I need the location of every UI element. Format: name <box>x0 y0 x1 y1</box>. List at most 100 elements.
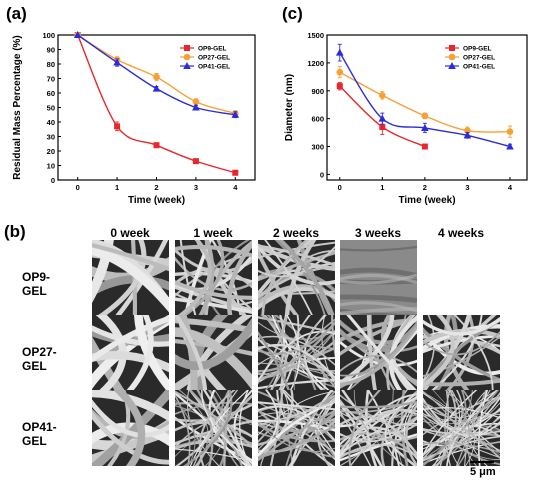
sem-fiber <box>208 390 249 466</box>
sem-column-header: 2 weeks <box>272 226 320 240</box>
sem-image-tile <box>258 315 335 391</box>
sem-fiber <box>258 243 335 286</box>
x-tick-label: 1 <box>380 183 384 192</box>
sem-fiber <box>271 315 331 391</box>
x-tick-label: 4 <box>233 183 238 192</box>
data-point <box>336 68 344 76</box>
sem-fiber <box>92 422 169 447</box>
sem-fiber <box>258 338 335 375</box>
sem-fiber <box>175 244 252 258</box>
sem-fiber <box>180 240 225 316</box>
sem-fiber <box>258 244 335 267</box>
sem-fiber <box>348 390 382 466</box>
sem-fiber <box>269 390 284 466</box>
sem-fiber <box>175 315 208 391</box>
sem-fiber <box>423 429 500 462</box>
sem-fiber <box>340 322 417 387</box>
sem-image-tile <box>92 390 169 466</box>
sem-fiber <box>423 429 500 459</box>
data-point <box>378 114 387 122</box>
x-tick-label: 0 <box>76 183 80 192</box>
sem-fiber <box>92 390 169 466</box>
sem-fiber <box>423 390 478 457</box>
y-tick-label: 90 <box>47 46 55 55</box>
data-point <box>421 112 429 120</box>
sem-fiber <box>92 315 169 363</box>
sem-fiber <box>258 401 335 422</box>
data-point <box>73 31 82 38</box>
sem-fiber <box>258 390 279 457</box>
series-op9-gel <box>336 81 428 150</box>
chart-a: 0 10 20 30 40 50 60 70 80 90 100 0 1 2 3 4 Time (week) Re… <box>12 31 256 206</box>
sem-fiber <box>258 346 335 388</box>
sem-fiber <box>423 315 436 383</box>
sem-texture <box>340 273 417 285</box>
sem-fiber <box>258 245 335 278</box>
y-tick-label: 600 <box>311 115 324 124</box>
x-tick-label: 1 <box>115 183 119 192</box>
sem-texture <box>340 273 417 285</box>
y-tick-label: 80 <box>47 60 55 69</box>
sem-fiber <box>264 240 314 316</box>
sem-image-tile <box>340 315 417 391</box>
data-point <box>114 123 121 130</box>
sem-fiber <box>178 315 198 391</box>
sem-fiber <box>423 401 500 460</box>
sem-fiber <box>130 240 138 316</box>
sem-fiber <box>423 316 500 336</box>
sem-fiber <box>289 390 334 466</box>
sem-fiber <box>175 421 252 439</box>
sem-fiber <box>226 240 252 316</box>
panel-label-b: (b) <box>4 222 26 241</box>
y-axis-label: Residual Mass Percentage (%) <box>12 35 23 180</box>
sem-fiber <box>340 417 417 443</box>
sem-image-tile <box>340 240 417 316</box>
sem-fiber <box>340 354 417 374</box>
sem-fiber <box>258 287 335 311</box>
x-tick-label: 3 <box>465 183 469 192</box>
sem-fiber <box>423 442 500 453</box>
sem-fiber <box>202 390 251 466</box>
sem-image-tile <box>423 315 500 391</box>
sem-image-tile <box>175 240 252 316</box>
sem-fiber <box>277 240 335 316</box>
sem-fiber <box>233 390 252 465</box>
sem-fiber <box>444 390 470 466</box>
scale-bar-label: 5 μm <box>470 466 496 478</box>
sem-image-tile <box>340 390 417 466</box>
data-point <box>421 123 429 131</box>
sem-column-header: 1 week <box>193 226 233 240</box>
sem-image-tile <box>258 240 335 316</box>
y-tick-label: 900 <box>311 87 324 96</box>
sem-image-tile <box>92 315 169 391</box>
sem-fiber <box>285 315 301 391</box>
y-tick-label: 10 <box>47 162 55 171</box>
x-tick-label: 4 <box>508 183 513 192</box>
sem-fiber <box>175 327 252 390</box>
series-op41-gel <box>73 31 240 119</box>
y-tick-label: 1500 <box>307 31 324 40</box>
sem-fiber <box>261 240 310 316</box>
sem-fiber <box>176 240 212 316</box>
data-point <box>506 142 514 150</box>
sem-fiber <box>317 397 335 466</box>
sem-fiber <box>258 412 335 439</box>
legend-marker <box>183 62 191 69</box>
sem-texture <box>340 245 417 252</box>
sem-column-header: 3 weeks <box>354 226 402 240</box>
sem-fiber <box>423 335 500 377</box>
sem-fiber <box>365 390 378 466</box>
sem-fiber <box>175 317 252 371</box>
sem-fiber <box>258 424 335 459</box>
sem-fiber <box>340 340 417 367</box>
sem-fiber <box>423 411 500 425</box>
series-op41-gel <box>335 43 514 150</box>
sem-fiber <box>293 315 325 391</box>
sem-image-tile <box>258 390 335 466</box>
x-tick-label: 2 <box>154 183 158 192</box>
y-tick-label: 0 <box>51 176 55 185</box>
legend-entry: OP9-GEL <box>463 46 492 53</box>
x-axis-label: Time (week) <box>128 195 185 206</box>
sem-fiber <box>366 315 378 391</box>
sem-fiber <box>258 412 335 443</box>
